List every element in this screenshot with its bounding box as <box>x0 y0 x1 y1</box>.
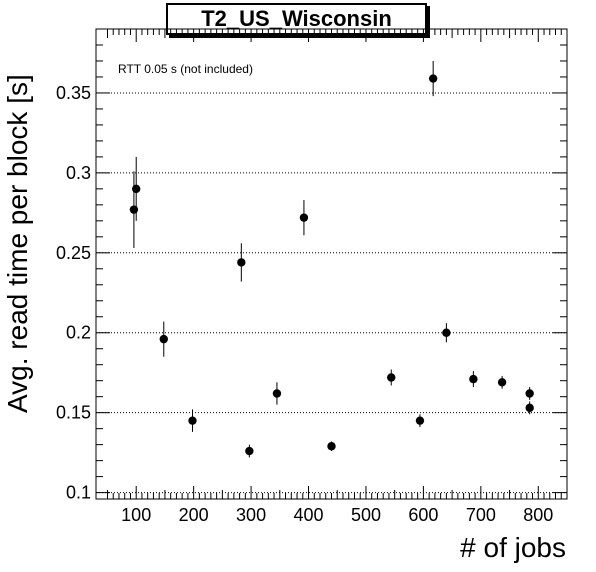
y-tick-label: 0.2 <box>66 323 91 343</box>
data-point <box>132 184 141 194</box>
data-point <box>272 389 282 398</box>
data-point <box>525 389 534 398</box>
data-point <box>415 416 425 425</box>
data-point <box>129 205 139 214</box>
y-tick-label: 0.1 <box>66 483 91 503</box>
x-tick-label: 600 <box>408 505 438 525</box>
data-point <box>469 374 478 384</box>
y-axis-label: Avg. read time per block [s] <box>2 74 33 413</box>
y-tick-label: 0.35 <box>56 83 91 103</box>
plot-frame <box>95 28 568 500</box>
data-points <box>129 60 534 458</box>
data-point <box>188 416 197 425</box>
x-tick-label: 400 <box>294 505 324 525</box>
data-point <box>245 446 254 456</box>
x-tick-label: 300 <box>236 505 266 525</box>
data-point <box>442 328 451 337</box>
y-tick-label: 0.15 <box>56 403 91 423</box>
data-point <box>525 403 534 413</box>
y-tick-label: 0.3 <box>66 163 91 183</box>
data-point <box>299 213 309 222</box>
x-tick-label: 200 <box>179 505 209 525</box>
x-axis-label: # of jobs <box>460 532 566 563</box>
data-point <box>327 442 336 451</box>
data-point <box>237 258 246 267</box>
data-point <box>497 378 507 387</box>
chart-title: T2_US_Wisconsin <box>166 3 427 35</box>
data-point <box>428 74 438 83</box>
y-tick-label: 0.25 <box>56 243 91 263</box>
x-tick-label: 500 <box>351 505 381 525</box>
x-tick-label: 800 <box>523 505 553 525</box>
data-point <box>387 373 396 382</box>
annotation-text: RTT 0.05 s (not included) <box>118 62 253 76</box>
data-point <box>159 334 168 344</box>
x-tick-label: 100 <box>121 505 151 525</box>
x-tick-label: 700 <box>466 505 496 525</box>
axis-ticks: 100 200 300 400 500 600 700 800 0.1 0.15 0.2 0.25 0.… <box>56 28 567 525</box>
grid-lines <box>96 92 567 494</box>
